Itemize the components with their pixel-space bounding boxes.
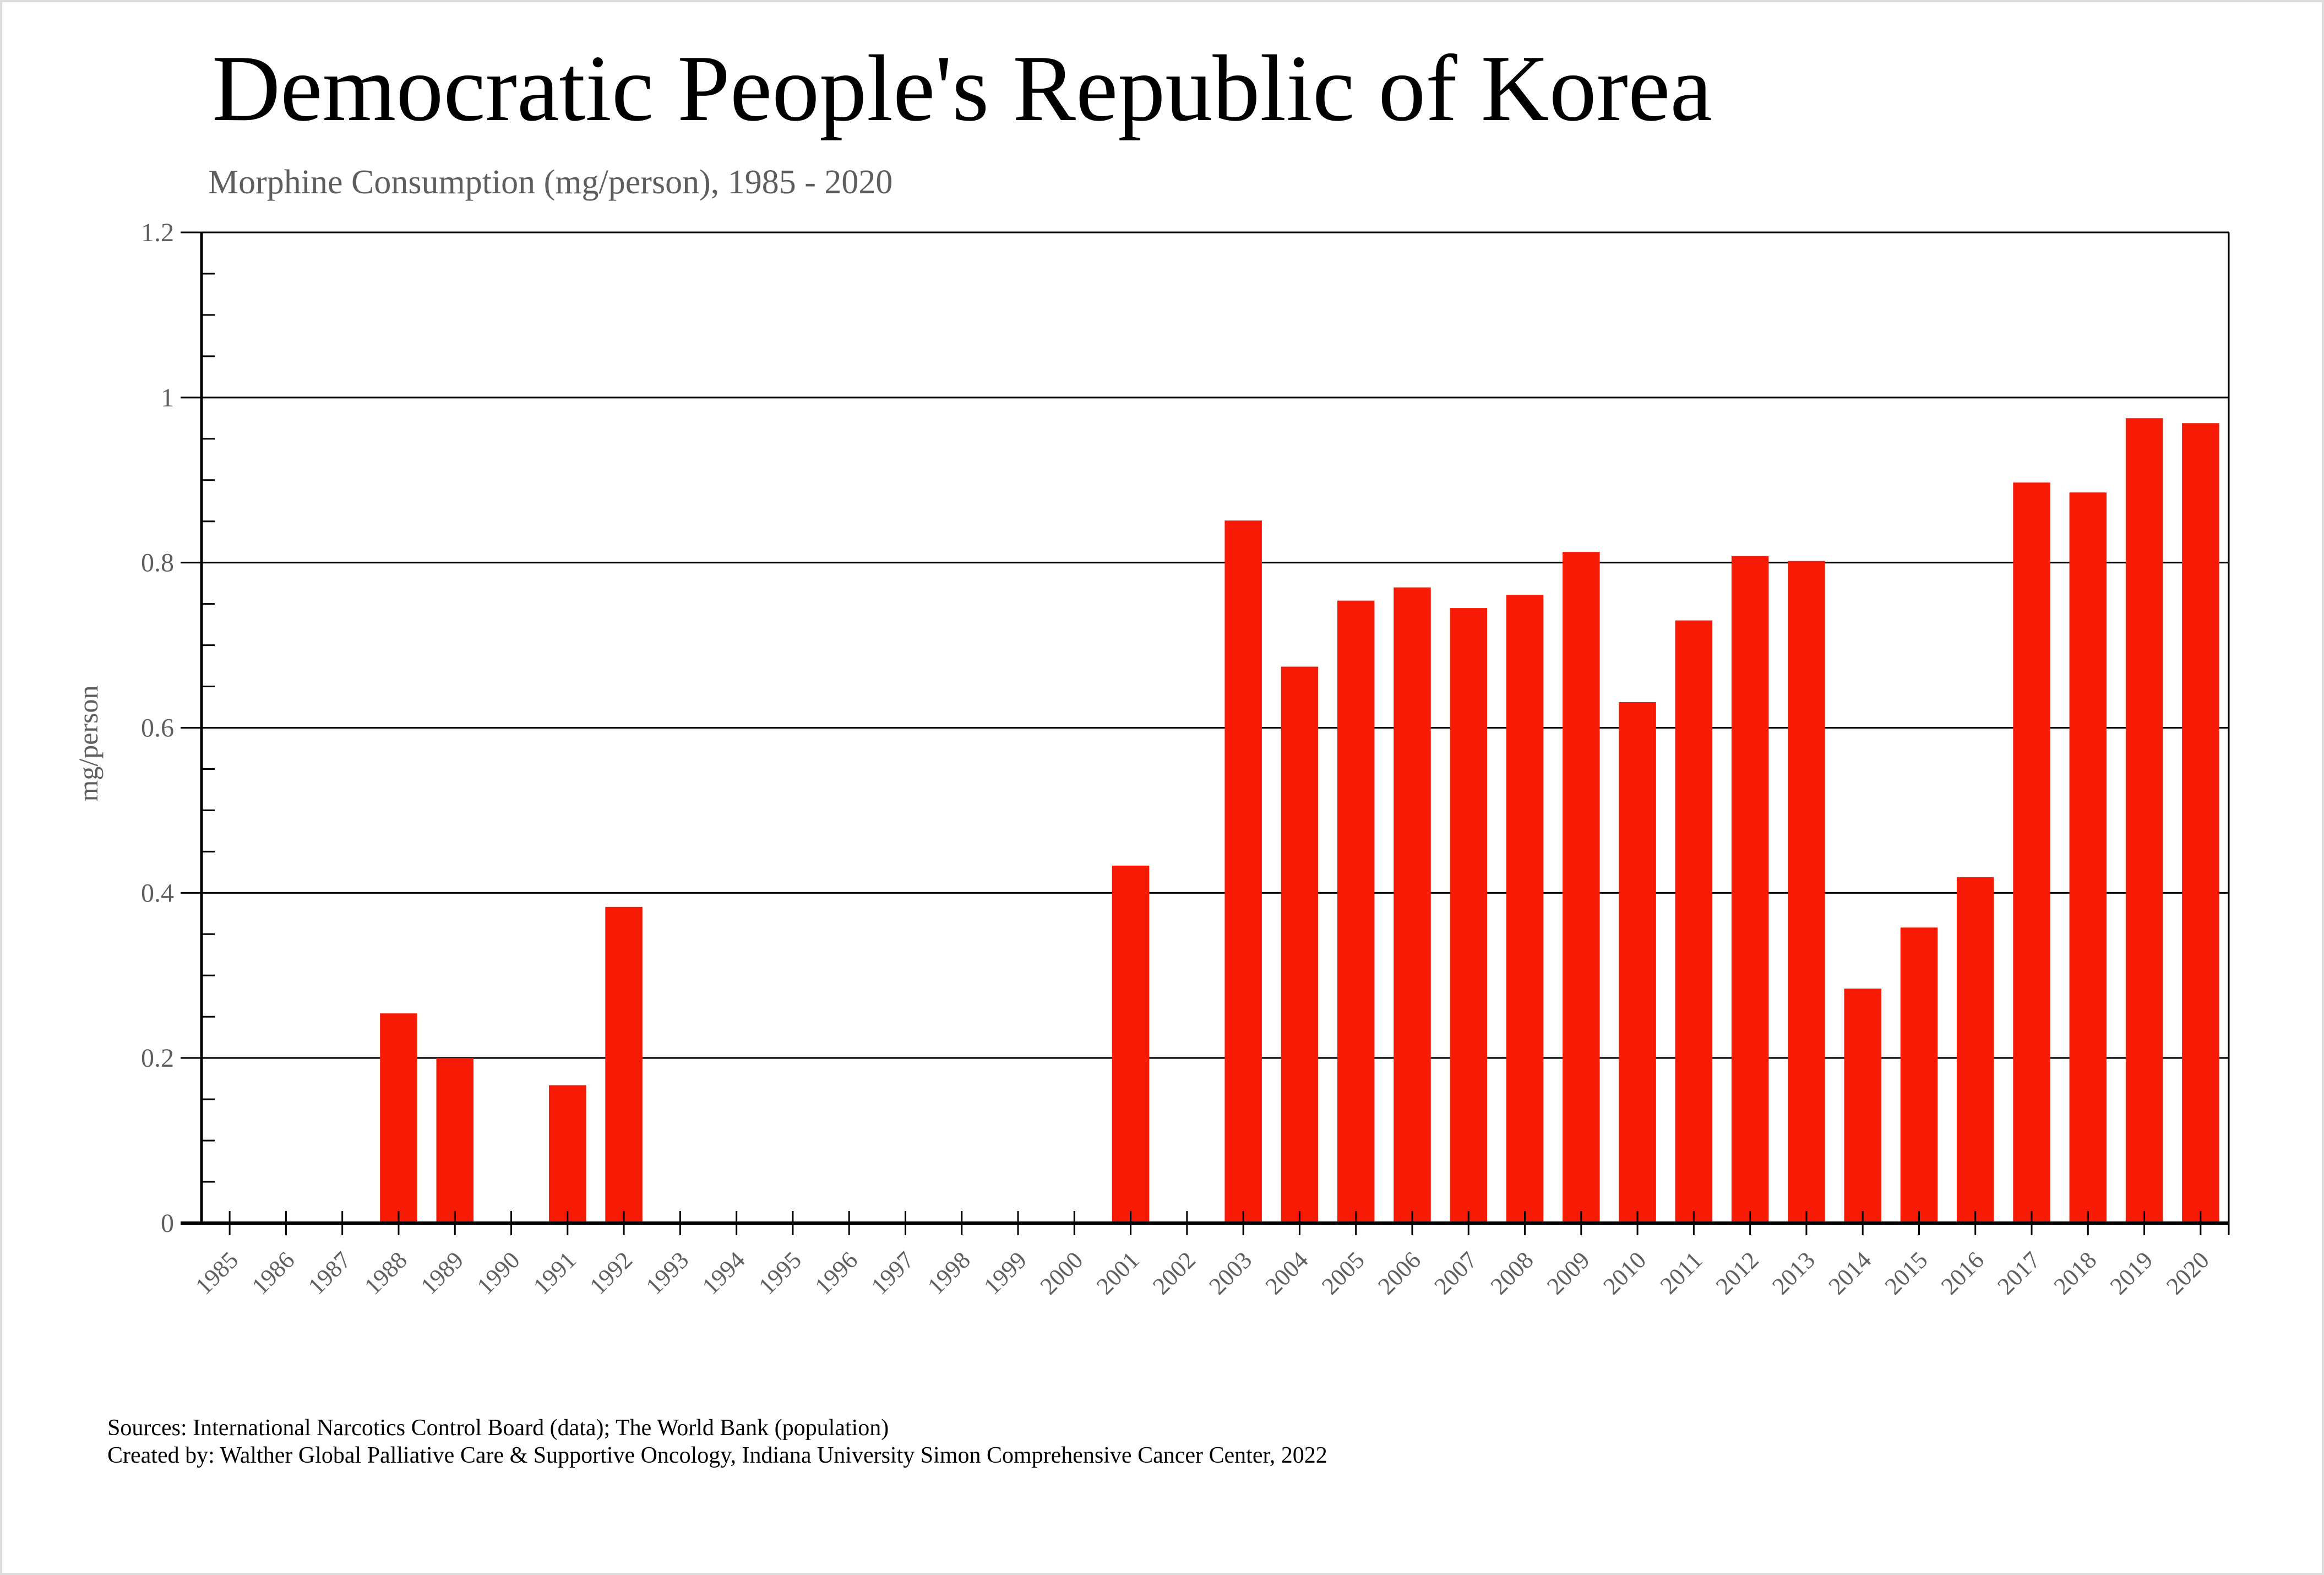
bar-2003 [1224,520,1262,1223]
y-tick-label: 0.2 [141,1044,174,1073]
bar-2008 [1506,595,1544,1223]
x-tick-label: 2001 [1091,1246,1145,1300]
bar-2017 [2013,482,2050,1223]
x-tick-label: 2000 [1035,1246,1088,1300]
axes [181,231,2230,1235]
y-tick-label: 0 [161,1209,174,1238]
y-tick-label: 0.4 [141,878,174,908]
bar-2014 [1844,989,1881,1223]
bar-2012 [1731,556,1769,1223]
x-tick-label: 1999 [978,1246,1032,1300]
y-tick-label: 1 [161,383,174,412]
x-tick-label: 1993 [641,1246,694,1300]
bar-1991 [549,1085,586,1223]
x-tick-label: 2013 [1767,1246,1820,1300]
x-tick-label: 2015 [1880,1246,1933,1300]
x-tick-label: 2008 [1485,1246,1539,1300]
x-tick-label: 1991 [528,1246,581,1300]
x-tick-label: 1987 [303,1246,356,1300]
x-tick-label: 1990 [472,1246,525,1300]
x-tick-label: 2016 [1936,1246,1989,1300]
x-tick-label: 2005 [1316,1246,1370,1300]
bar-2005 [1337,600,1375,1223]
bars [380,418,2219,1223]
x-tick-label: 2014 [1823,1246,1876,1300]
chart-title: Democratic People's Republic of Korea [212,36,1712,141]
x-tick-label: 1997 [866,1246,919,1300]
bar-2009 [1563,552,1600,1223]
x-tick-label: 2020 [2161,1246,2214,1300]
x-tick-label: 2012 [1711,1246,1764,1300]
bar-2001 [1112,865,1150,1223]
footer-sources: Sources: International Narcotics Control… [107,1415,889,1441]
x-tick-label: 2007 [1429,1246,1482,1300]
bar-2006 [1394,587,1431,1223]
x-tick-label: 1988 [359,1246,412,1300]
x-tick-label: 2009 [1542,1246,1595,1300]
x-tick-label: 2018 [2049,1246,2102,1300]
chart-subtitle: Morphine Consumption (mg/person), 1985 -… [208,164,893,201]
x-tick-label: 1985 [190,1246,243,1300]
x-tick-label: 1994 [697,1246,750,1300]
x-tick-label: 2004 [1260,1246,1314,1300]
x-tick-label: 2003 [1204,1246,1257,1300]
y-tick-label: 0.6 [141,714,174,743]
footer-created-by: Created by: Walther Global Palliative Ca… [107,1443,1327,1468]
y-tick-labels: 0 0.2 0.4 0.6 0.8 1 1.2 [141,218,174,1238]
bar-2007 [1450,608,1488,1223]
x-tick-label: 1998 [922,1246,976,1300]
x-tick-label: 1992 [584,1246,638,1300]
x-tick-label: 2006 [1373,1246,1426,1300]
x-tick-label: 2011 [1655,1246,1708,1299]
bar-2016 [1956,877,1994,1223]
bar-2019 [2125,418,2163,1223]
x-tick-label: 1996 [809,1246,863,1300]
x-tick-label: 2002 [1147,1246,1201,1300]
bar-2015 [1900,927,1938,1223]
x-tick-label: 1995 [753,1246,807,1300]
bar-2004 [1281,666,1319,1223]
bar-1988 [380,1013,417,1223]
x-tick-label: 2010 [1598,1246,1651,1300]
x-tick-label: 1989 [415,1246,469,1300]
y-tick-label: 0.8 [141,548,174,578]
bar-2010 [1619,702,1656,1223]
bar-1992 [605,906,643,1223]
bar-1989 [436,1058,474,1223]
x-tick-label: 2019 [2105,1246,2158,1300]
bar-2011 [1675,620,1713,1223]
bar-2013 [1788,561,1825,1223]
x-tick-labels: 1985 1986 1987 1988 1989 1990 1991 1992 1993 1994… [190,1246,2214,1300]
y-tick-label: 1.2 [141,218,174,247]
x-tick-label: 2017 [1992,1246,2045,1300]
bar-2020 [2182,423,2219,1223]
bar-2018 [2069,492,2107,1223]
x-tick-label: 1986 [247,1246,300,1300]
